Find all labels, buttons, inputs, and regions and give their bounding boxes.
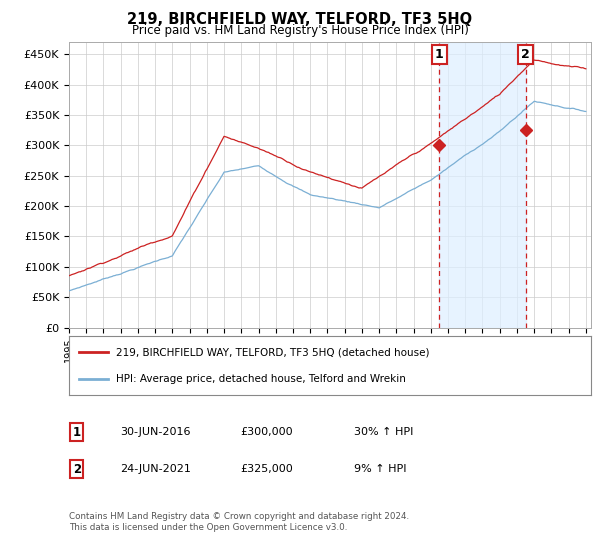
Text: £300,000: £300,000	[240, 427, 293, 437]
Text: 1: 1	[73, 426, 81, 439]
Text: 2: 2	[73, 463, 81, 476]
Text: Price paid vs. HM Land Registry's House Price Index (HPI): Price paid vs. HM Land Registry's House …	[131, 24, 469, 37]
Text: Contains HM Land Registry data © Crown copyright and database right 2024.
This d: Contains HM Land Registry data © Crown c…	[69, 512, 409, 532]
Text: 219, BIRCHFIELD WAY, TELFORD, TF3 5HQ: 219, BIRCHFIELD WAY, TELFORD, TF3 5HQ	[127, 12, 473, 27]
Text: 30-JUN-2016: 30-JUN-2016	[120, 427, 191, 437]
Text: 2: 2	[521, 48, 530, 60]
Text: 9% ↑ HPI: 9% ↑ HPI	[354, 464, 407, 474]
Text: HPI: Average price, detached house, Telford and Wrekin: HPI: Average price, detached house, Telf…	[116, 374, 406, 384]
Text: 24-JUN-2021: 24-JUN-2021	[120, 464, 191, 474]
Text: 30% ↑ HPI: 30% ↑ HPI	[354, 427, 413, 437]
Text: 1: 1	[435, 48, 444, 60]
Text: 219, BIRCHFIELD WAY, TELFORD, TF3 5HQ (detached house): 219, BIRCHFIELD WAY, TELFORD, TF3 5HQ (d…	[116, 347, 430, 357]
Text: £325,000: £325,000	[240, 464, 293, 474]
